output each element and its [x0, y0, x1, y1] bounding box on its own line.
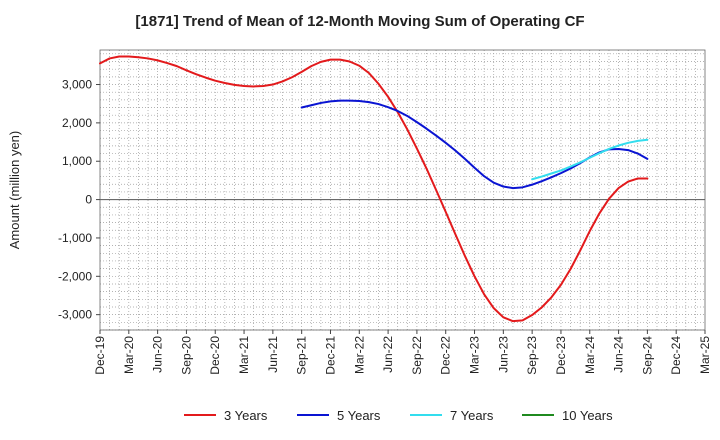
legend-label: 3 Years [224, 408, 268, 423]
x-tick-label: Jun-21 [266, 336, 280, 373]
y-axis-label: Amount (million yen) [7, 131, 22, 250]
x-tick-label: Jun-22 [381, 336, 395, 373]
legend-label: 5 Years [337, 408, 381, 423]
x-tick-label: Mar-25 [698, 336, 712, 374]
chart-title: [1871] Trend of Mean of 12-Month Moving … [135, 13, 584, 30]
x-tick-label: Dec-24 [669, 336, 683, 375]
x-tick-label: Dec-21 [323, 336, 337, 375]
series-line-7-years [531, 138, 649, 181]
x-tick-label: Mar-22 [352, 336, 366, 374]
x-tick-label: Dec-19 [93, 336, 107, 375]
x-tick-label: Mar-23 [468, 336, 482, 374]
y-tick-label: 1,000 [62, 154, 92, 168]
y-tick-label: 3,000 [62, 78, 92, 92]
x-tick-label: Sep-23 [525, 336, 539, 375]
legend: 3 Years 5 Years 7 Years 10 Years [184, 408, 613, 423]
x-tick-label: Jun-24 [612, 336, 626, 373]
y-tick-label: -2,000 [58, 269, 92, 283]
x-tick-label: Sep-24 [640, 336, 654, 375]
y-tick-label: 0 [85, 193, 92, 207]
x-tick-label: Mar-21 [237, 336, 251, 374]
grid [100, 50, 705, 331]
plot-area-frame [99, 49, 706, 331]
x-tick-label: Sep-21 [295, 336, 309, 375]
x-tick-label: Jun-23 [496, 336, 510, 373]
x-tick-label: Mar-20 [122, 336, 136, 374]
x-tick-label: Jun-20 [151, 336, 165, 373]
x-tick-label: Dec-22 [439, 336, 453, 375]
y-tick-label: 2,000 [62, 116, 92, 130]
series-lines [99, 55, 649, 323]
legend-label: 10 Years [562, 408, 613, 423]
series-line-3-years [99, 55, 649, 323]
x-axis-ticks: Dec-19 Mar-20 Jun-20 Sep-20 Dec-20 Mar-21 Jun-… [93, 330, 712, 375]
x-tick-label: Dec-20 [208, 336, 222, 375]
y-tick-label: -1,000 [58, 231, 92, 245]
y-axis-ticks: 3,000 2,000 1,000 0 -1,000 -2,000 -3,000 [58, 78, 100, 322]
x-tick-label: Mar-24 [583, 336, 597, 374]
legend-label: 7 Years [450, 408, 494, 423]
x-tick-label: Sep-20 [179, 336, 193, 375]
x-tick-label: Dec-23 [554, 336, 568, 375]
x-tick-label: Sep-22 [410, 336, 424, 375]
y-tick-label: -3,000 [58, 308, 92, 322]
